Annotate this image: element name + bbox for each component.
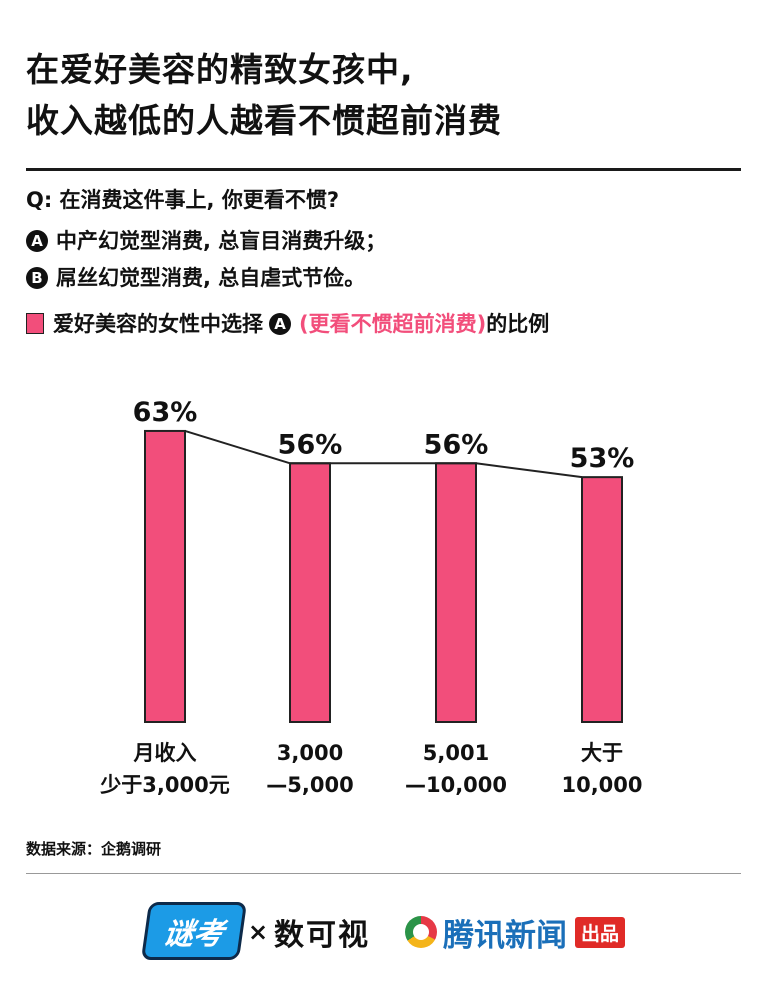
footer-divider: [26, 873, 741, 874]
bar-3: [581, 476, 623, 723]
x-tick-label-1-0: 3,000: [277, 741, 343, 765]
x-tick-label-3-0: 大于: [581, 741, 623, 765]
value-label-3: 53%: [570, 443, 635, 474]
title-line-2: 收入越低的人越看不惯超前消费: [26, 101, 502, 140]
option-a-badge: A: [26, 230, 48, 252]
question-text: Q: 在消费这件事上, 你更看不惯?: [26, 188, 340, 212]
x-tick-label-0-1: 少于3,000元: [99, 773, 229, 797]
option-b: B 屌丝幻觉型消费, 总自虐式节俭。: [26, 264, 365, 292]
chart-legend: 爱好美容的女性中选择 A (更看不惯超前消费)的比例: [26, 310, 549, 338]
produced-badge: 出品: [575, 916, 626, 948]
option-b-text: 屌丝幻觉型消费, 总自虐式节俭。: [56, 266, 366, 290]
x-tick-label-2-1: —10,000: [405, 773, 507, 797]
times-symbol: ×: [248, 918, 269, 946]
option-a-text: 中产幻觉型消费, 总盲目消费升级；: [56, 229, 387, 253]
legend-badge: A: [269, 313, 291, 335]
tencent-globe-icon: [405, 916, 437, 948]
x-tick-label-3-1: 10,000: [561, 773, 642, 797]
value-label-2: 56%: [424, 429, 489, 460]
option-b-badge: B: [26, 267, 48, 289]
shukeshi-logo: 数可视: [274, 918, 370, 953]
legend-highlight: (更看不惯超前消费): [299, 312, 487, 336]
tencent-news-logo: 腾讯新闻 出品: [405, 902, 626, 962]
title-line-1: 在爱好美容的精致女孩中,: [26, 50, 414, 89]
legend-suffix: 的比例: [486, 312, 550, 336]
bar-2: [435, 462, 477, 723]
x-tick-label-0-0: 月收入: [133, 741, 197, 765]
title-divider: [26, 168, 741, 171]
bar-1: [289, 462, 331, 723]
bar-0: [144, 429, 186, 723]
tencent-news-name: 腾讯新闻: [443, 917, 567, 954]
legend-prefix: 爱好美容的女性中选择: [53, 312, 263, 336]
value-label-0: 63%: [133, 397, 198, 428]
page-title: 在爱好美容的精致女孩中, 收入越低的人越看不惯超前消费: [26, 44, 746, 146]
value-label-1: 56%: [278, 429, 343, 460]
data-source: 数据来源：企鹅调研: [26, 840, 162, 858]
x-tick-label-1-1: —5,000: [266, 773, 353, 797]
option-a: A 中产幻觉型消费, 总盲目消费升级；: [26, 227, 386, 255]
quiz-logo: 谜考: [140, 902, 248, 960]
trend-line: [184, 429, 583, 479]
x-tick-label-2-0: 5,001: [423, 741, 489, 765]
legend-swatch: [26, 313, 44, 334]
